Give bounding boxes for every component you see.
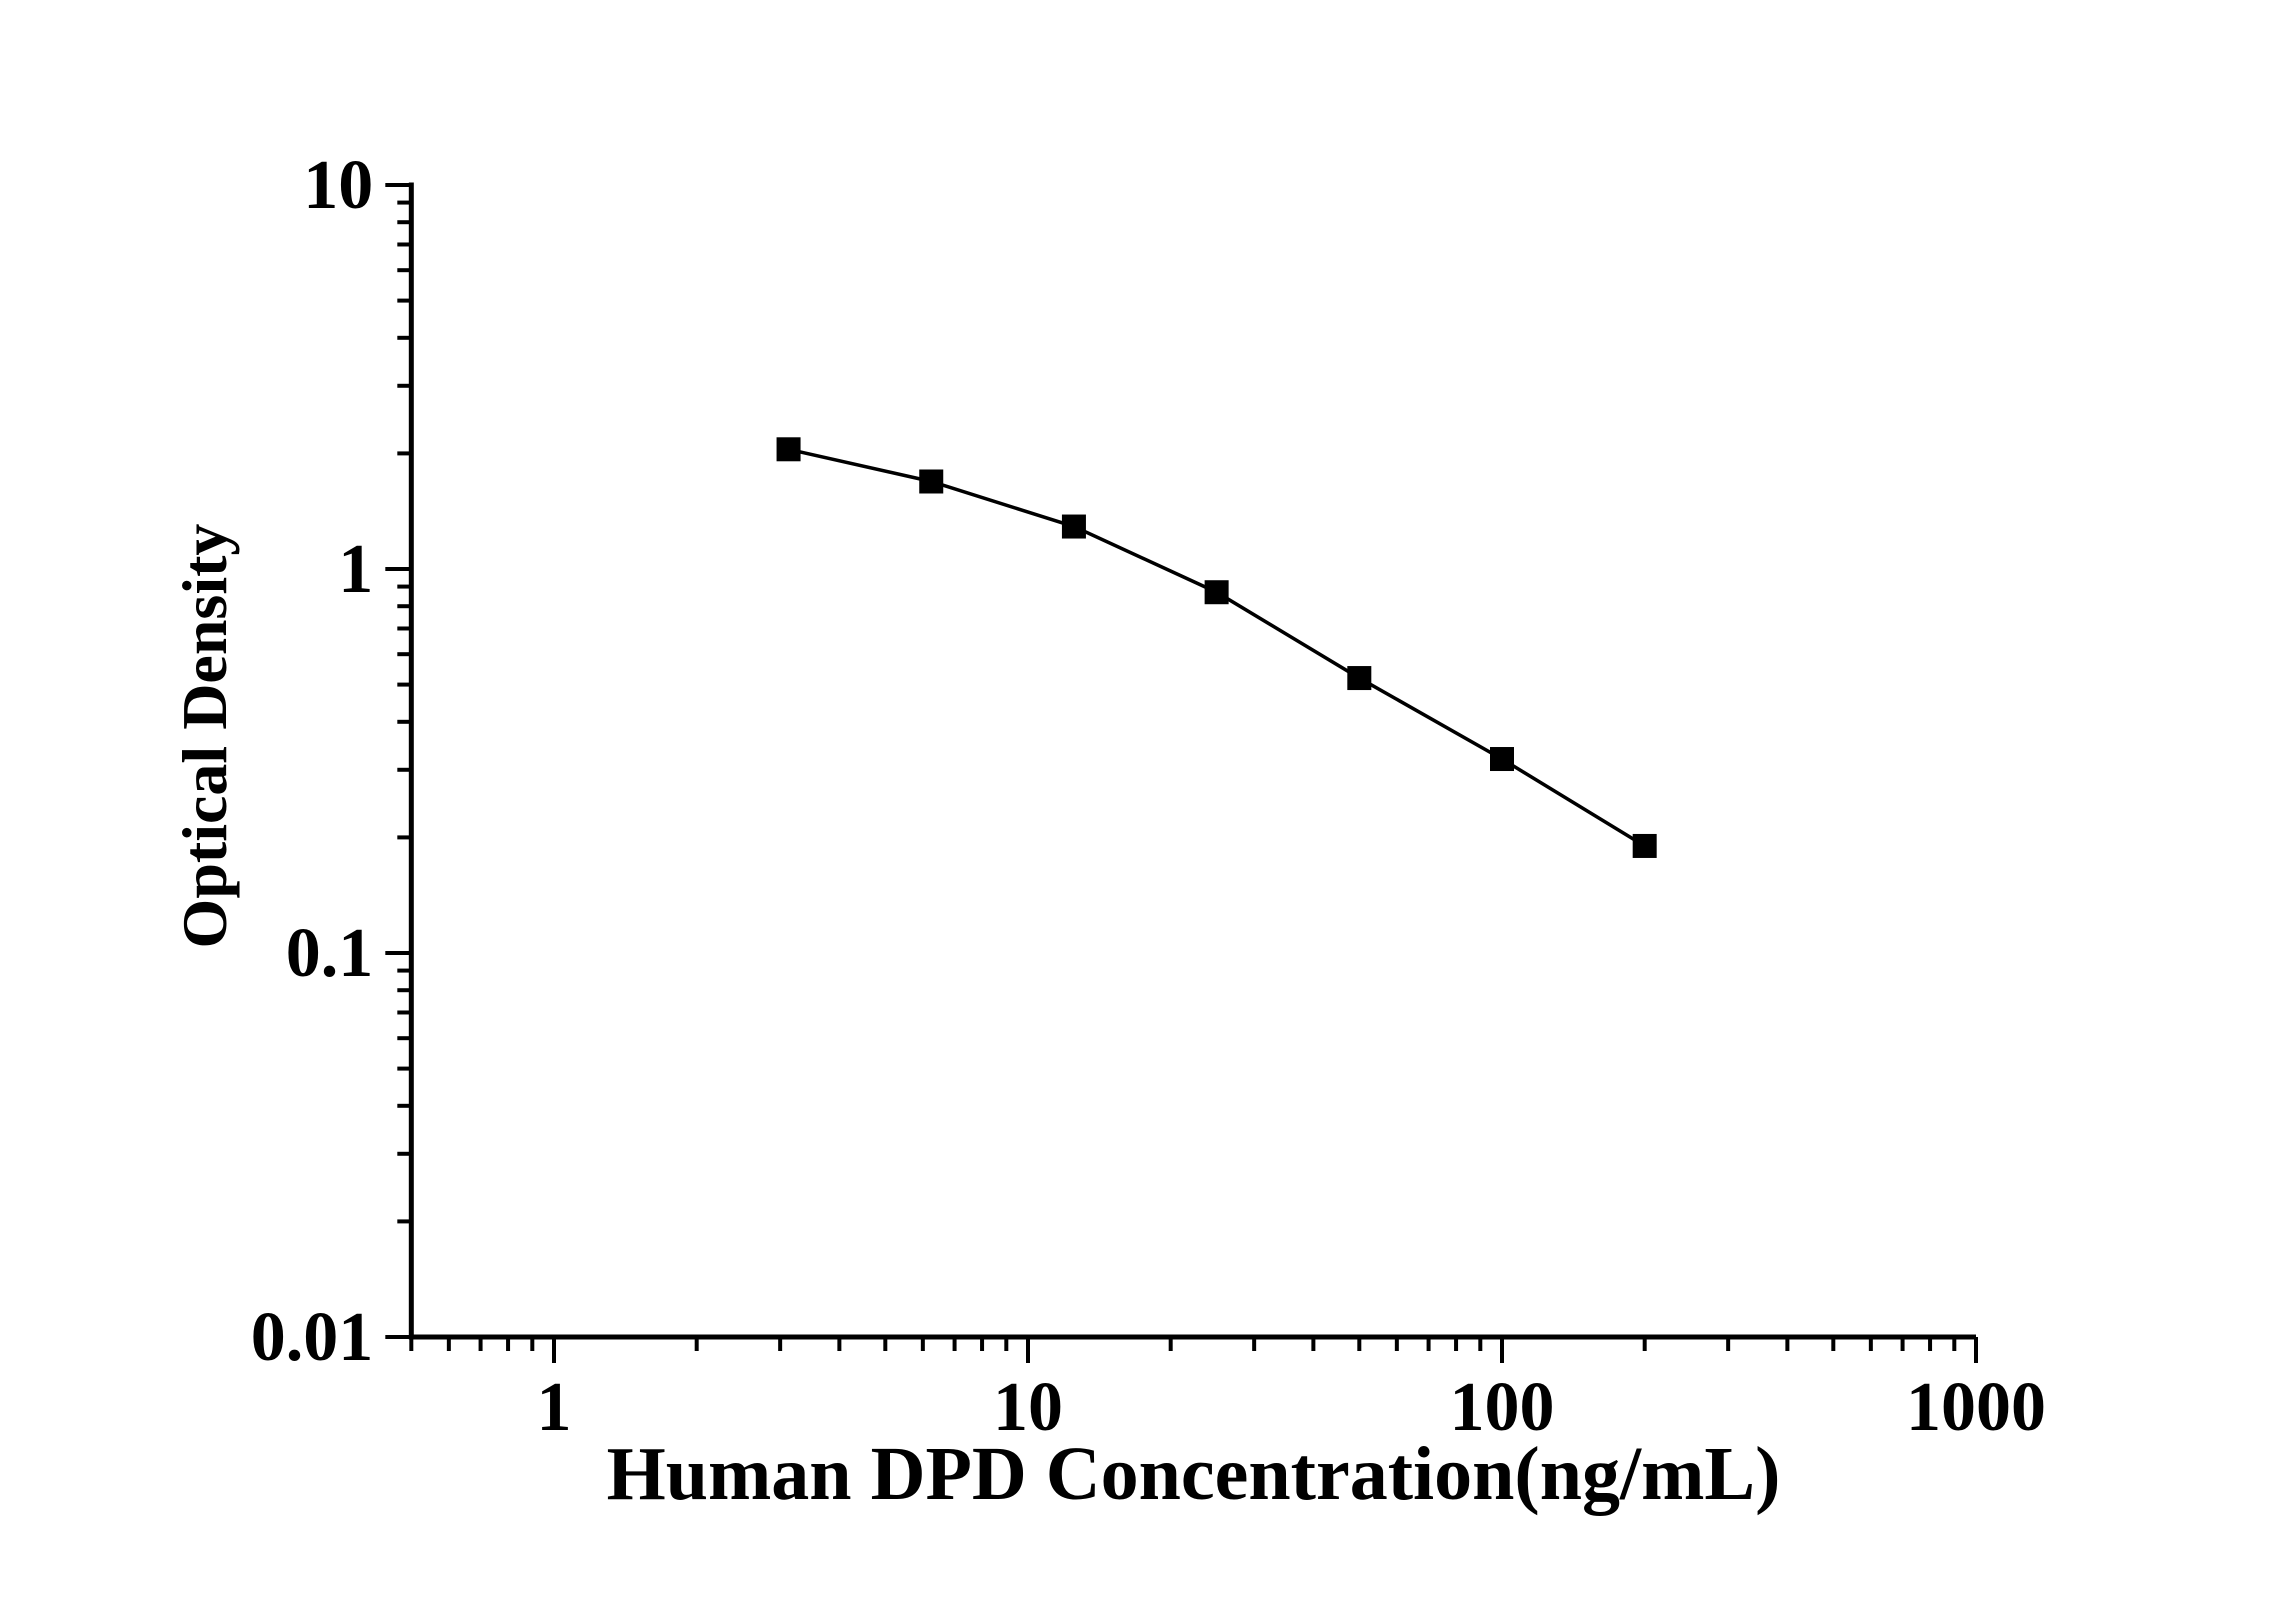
x-tick-label: 1: [537, 1369, 572, 1446]
y-tick-label: 10: [303, 147, 373, 224]
data-point-marker: [1632, 833, 1657, 858]
data-point-marker: [1061, 514, 1086, 539]
data-point-marker: [1204, 580, 1229, 605]
data-point-marker: [776, 437, 801, 462]
y-axis-title: Optical Density: [169, 523, 240, 949]
x-axis-title: Human DPD Concentration(ng/mL): [606, 1432, 1781, 1516]
data-point-marker: [1490, 747, 1514, 772]
data-point-marker: [1347, 666, 1372, 691]
standard-curve-line: [788, 447, 1646, 848]
y-tick-label: 0.1: [286, 915, 374, 992]
x-tick-label: 100: [1450, 1369, 1555, 1446]
y-tick-label: 1: [338, 531, 373, 608]
x-tick-label: 10: [993, 1369, 1063, 1446]
data-point-marker: [919, 469, 944, 494]
x-tick-label: 1000: [1906, 1369, 2046, 1446]
y-tick-label: 0.01: [251, 1299, 374, 1376]
